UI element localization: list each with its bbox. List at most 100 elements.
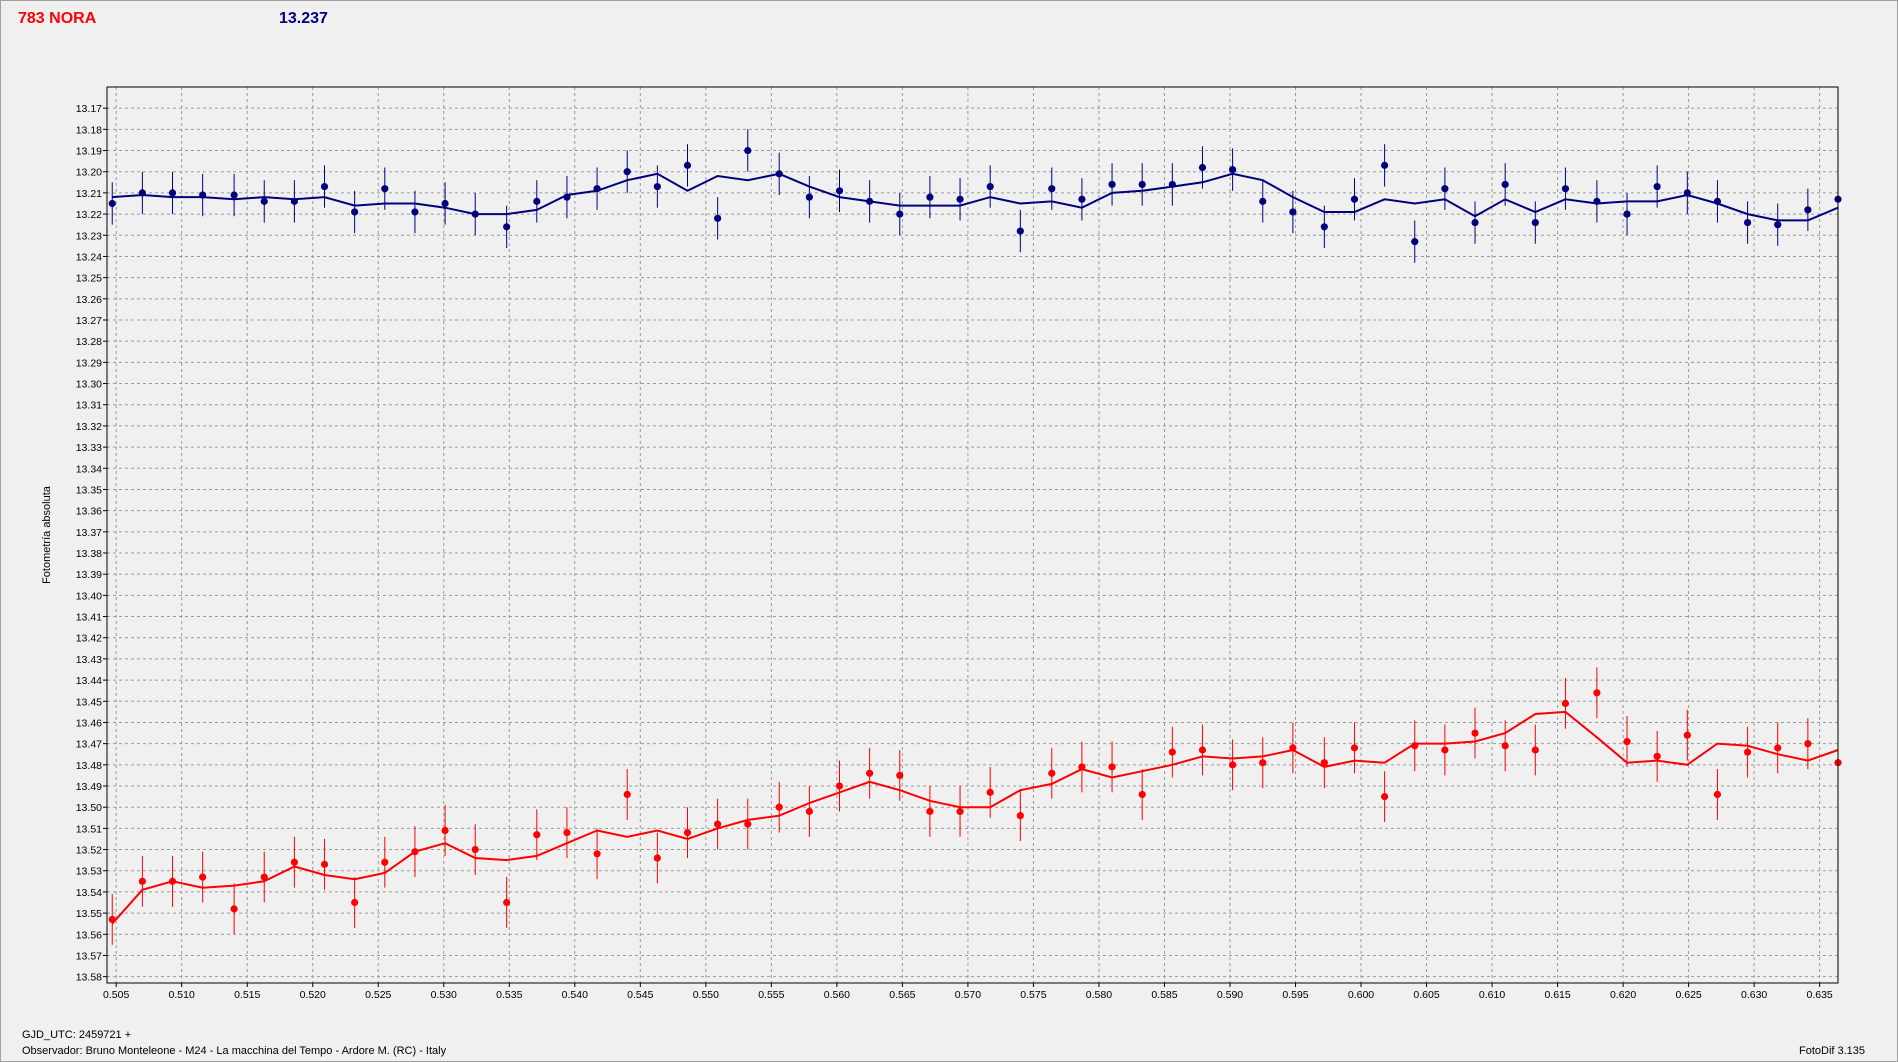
series-0-point xyxy=(1289,208,1297,216)
series-1-point xyxy=(1411,742,1419,750)
series-0-point xyxy=(533,197,541,205)
series-1-point xyxy=(1229,761,1237,769)
x-tick-label: 0.510 xyxy=(169,989,195,1001)
x-tick-label: 0.635 xyxy=(1807,989,1833,1001)
x-tick-label: 0.540 xyxy=(562,989,588,1001)
y-tick-label: 13.27 xyxy=(76,315,102,327)
series-0-point xyxy=(1471,218,1479,227)
series-1-point xyxy=(896,771,904,780)
y-tick-label: 13.28 xyxy=(76,336,102,348)
x-tick-label: 0.555 xyxy=(758,989,784,1001)
x-tick-label: 0.570 xyxy=(955,989,981,1001)
y-tick-label: 13.31 xyxy=(76,400,102,412)
y-tick-label: 13.40 xyxy=(76,590,102,602)
series-0-point xyxy=(1713,197,1722,205)
series-0-point xyxy=(230,191,238,199)
series-1-point xyxy=(290,858,298,866)
y-tick-label: 13.33 xyxy=(76,442,102,454)
series-1-point xyxy=(926,807,934,816)
series-1-point xyxy=(1441,746,1449,754)
y-tick-label: 13.53 xyxy=(76,866,102,878)
series-0-point xyxy=(1653,182,1661,191)
series-1-point xyxy=(1804,740,1812,748)
series-0-point xyxy=(744,146,752,155)
x-tick-label: 0.605 xyxy=(1413,989,1439,1001)
series-1-point xyxy=(1138,790,1146,799)
series-0-point xyxy=(986,182,994,191)
x-tick-label: 0.620 xyxy=(1610,989,1636,1001)
series-0-point xyxy=(805,193,813,201)
y-tick-label: 13.45 xyxy=(76,696,102,708)
y-tick-label: 13.22 xyxy=(76,209,102,221)
series-1-point xyxy=(805,807,813,816)
y-tick-label: 13.58 xyxy=(76,972,102,984)
x-tick-label: 0.575 xyxy=(1020,989,1046,1001)
series-1-point xyxy=(653,854,661,862)
series-0-point xyxy=(290,197,298,205)
series-1-point xyxy=(1259,759,1267,767)
series-1-point xyxy=(1531,746,1539,754)
series-0-point xyxy=(1774,221,1782,229)
series-1-fit-line xyxy=(111,710,1839,925)
x-tick-label: 0.560 xyxy=(824,989,850,1001)
x-tick-label: 0.530 xyxy=(431,989,457,1001)
series-1-point xyxy=(1289,744,1297,752)
series-0-point xyxy=(351,208,359,216)
series-1-point xyxy=(623,790,631,799)
series-0-point xyxy=(714,214,722,222)
series-1-point xyxy=(1653,752,1661,760)
series-1-point xyxy=(744,820,752,828)
series-1-point xyxy=(1320,759,1328,767)
x-tick-label: 0.610 xyxy=(1479,989,1505,1001)
series-0-point xyxy=(1804,206,1812,214)
series-1-point xyxy=(1381,792,1389,801)
y-tick-label: 13.51 xyxy=(76,823,102,835)
x-tick-label: 0.535 xyxy=(496,989,522,1001)
series-0-point xyxy=(1743,218,1752,227)
series-0-point xyxy=(653,182,661,191)
x-tick-label: 0.525 xyxy=(365,989,391,1001)
series-0-point xyxy=(138,189,146,197)
series-0-point xyxy=(1168,180,1176,189)
x-tick-label: 0.585 xyxy=(1151,989,1177,1001)
series-1-point xyxy=(683,829,692,837)
y-tick-label: 13.54 xyxy=(76,887,102,899)
series-0-point xyxy=(1441,185,1449,193)
y-tick-label: 13.47 xyxy=(76,739,102,751)
series-0-point xyxy=(956,195,964,203)
series-0-point xyxy=(683,161,692,169)
series-0-point xyxy=(1593,197,1601,205)
y-tick-label: 13.30 xyxy=(76,379,102,391)
y-tick-label: 13.23 xyxy=(76,230,102,242)
y-tick-label: 13.50 xyxy=(76,802,102,814)
series-0-fit-line xyxy=(112,172,1839,222)
series-0-point xyxy=(1531,218,1539,227)
series-1-point xyxy=(1713,790,1722,799)
series-1-point xyxy=(1593,689,1601,697)
x-tick-label: 0.580 xyxy=(1086,989,1112,1001)
y-tick-label: 13.43 xyxy=(76,654,102,666)
series-1-point xyxy=(1078,763,1086,771)
series-1-point xyxy=(1743,748,1752,756)
series-0-point xyxy=(471,210,479,218)
x-tick-label: 0.600 xyxy=(1348,989,1374,1001)
series-0-point xyxy=(926,193,934,201)
series-1-point xyxy=(1198,746,1207,754)
series-1-point xyxy=(956,807,964,816)
series-1-point xyxy=(381,858,389,866)
series-0-point xyxy=(503,223,511,231)
series-0-point xyxy=(260,197,268,205)
y-tick-label: 13.35 xyxy=(76,484,102,496)
series-0-point xyxy=(1320,223,1328,231)
series-1-point xyxy=(199,873,207,881)
series-1-point xyxy=(1168,748,1176,756)
series-0-point xyxy=(1198,163,1207,172)
series-0-point xyxy=(1259,197,1267,205)
y-tick-label: 13.52 xyxy=(76,845,102,857)
series-0-point xyxy=(320,182,329,191)
y-tick-label: 13.29 xyxy=(76,357,102,369)
plot-border xyxy=(106,86,1839,984)
y-tick-label: 13.38 xyxy=(76,548,102,560)
series-0-point xyxy=(1501,180,1509,189)
series-0-point xyxy=(563,193,571,201)
